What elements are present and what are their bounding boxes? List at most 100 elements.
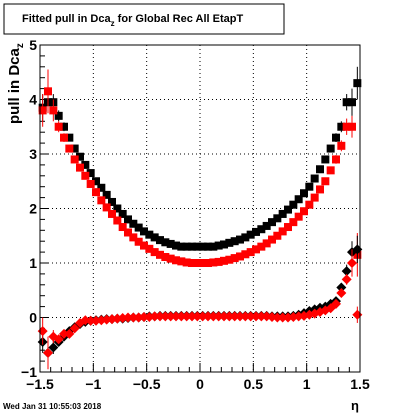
data-point <box>149 311 160 322</box>
data-point <box>65 133 74 142</box>
data-point <box>53 334 64 345</box>
data-point <box>225 255 234 264</box>
data-point <box>220 240 228 249</box>
data-point <box>332 133 340 142</box>
data-point <box>76 163 84 172</box>
data-point <box>129 219 138 228</box>
data-point <box>177 257 186 266</box>
data-point <box>316 165 324 174</box>
data-point <box>182 258 191 267</box>
series-1 <box>38 66 362 251</box>
data-point <box>145 230 154 239</box>
data-point <box>140 241 148 250</box>
data-point <box>92 188 100 197</box>
data-point <box>85 315 96 326</box>
data-point <box>188 242 196 251</box>
data-point <box>97 183 106 192</box>
data-point <box>230 237 239 246</box>
data-point <box>193 259 202 267</box>
data-point <box>139 311 149 322</box>
timestamp: Wed Jan 31 10:55:03 2018 <box>3 402 102 411</box>
data-point <box>81 160 90 169</box>
data-point <box>337 141 346 150</box>
data-point <box>208 311 219 322</box>
data-point <box>326 144 335 153</box>
data-point <box>284 223 292 232</box>
data-point <box>108 209 116 218</box>
data-point <box>241 233 250 242</box>
data-point <box>235 311 245 322</box>
x-tick-label: 1 <box>303 376 311 392</box>
data-point <box>278 209 287 218</box>
data-point <box>214 241 223 250</box>
data-point <box>252 227 260 236</box>
data-point <box>341 274 352 285</box>
data-point <box>342 122 351 131</box>
data-point <box>145 244 154 253</box>
data-point <box>240 311 251 322</box>
data-point <box>182 242 191 251</box>
data-point <box>321 177 330 186</box>
data-point <box>289 218 298 227</box>
data-point <box>236 252 244 261</box>
data-point <box>278 227 287 236</box>
data-point <box>140 227 148 236</box>
data-point <box>192 311 203 322</box>
data-point <box>300 189 308 198</box>
data-point <box>171 311 181 322</box>
x-tick-label: −1 <box>85 376 101 392</box>
data-point <box>326 166 335 175</box>
data-point <box>336 287 347 298</box>
data-point <box>305 182 314 191</box>
data-point <box>337 122 346 131</box>
data-point <box>44 87 52 96</box>
data-point <box>256 311 267 322</box>
data-point <box>38 106 47 115</box>
data-point <box>70 144 79 153</box>
data-point <box>64 328 75 339</box>
data-point <box>118 209 127 218</box>
data-point <box>245 311 256 322</box>
data-point <box>230 254 239 263</box>
data-point <box>252 245 260 254</box>
data-point <box>166 239 175 248</box>
data-point <box>284 205 292 214</box>
data-point <box>177 242 186 251</box>
data-point <box>102 190 111 199</box>
data-point <box>246 248 255 257</box>
data-point <box>209 258 218 267</box>
data-point <box>92 177 100 186</box>
data-point <box>69 323 80 334</box>
y-axis-title: pull in Dcaz <box>6 43 26 124</box>
data-point <box>187 311 197 322</box>
data-point <box>225 238 234 247</box>
data-point <box>150 248 159 257</box>
data-point <box>204 242 212 251</box>
data-point <box>181 311 192 322</box>
data-point <box>257 242 266 251</box>
data-point <box>166 254 175 263</box>
data-point <box>134 223 143 232</box>
series-4 <box>37 249 363 370</box>
data-point <box>172 241 180 250</box>
data-point <box>316 185 324 194</box>
data-point <box>257 225 266 234</box>
data-point <box>229 311 240 322</box>
data-point <box>54 111 63 120</box>
data-point <box>86 169 95 178</box>
data-point <box>113 216 122 225</box>
data-point <box>193 242 202 251</box>
data-point <box>342 98 351 107</box>
data-point <box>43 347 53 358</box>
data-point <box>118 223 127 232</box>
data-point <box>310 193 319 202</box>
data-point <box>48 342 59 353</box>
data-point <box>161 253 170 262</box>
data-point <box>203 311 213 322</box>
title-label: Fitted pull in Dcaz for Global Rec All E… <box>22 13 243 28</box>
x-tick-label: 0.5 <box>244 376 264 392</box>
data-point <box>348 122 356 131</box>
data-point <box>294 212 303 221</box>
data-point <box>219 311 229 322</box>
